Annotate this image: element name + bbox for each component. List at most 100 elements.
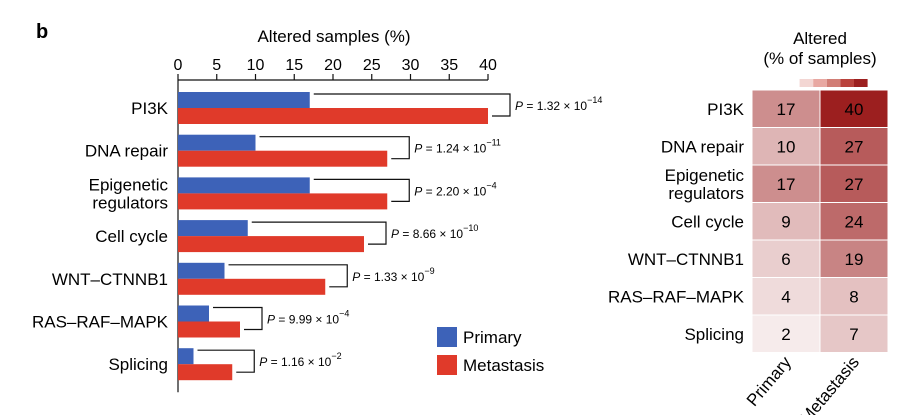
x-axis-ticks: 0 5 10 15 20 25 30 35 40: [174, 57, 497, 81]
heatmap-row-label: PI3K: [707, 100, 745, 119]
x-tick-label: 25: [363, 57, 381, 74]
scale-swatch: [786, 79, 800, 87]
heatmap-row-label: WNT–CTNNB1: [628, 250, 744, 269]
significance-bracket: [313, 178, 410, 202]
heatmap-cell: [819, 277, 889, 316]
heatmap-cell-value: 27: [845, 175, 864, 194]
heatmap-row-label: Epigenetic regulators: [665, 166, 745, 203]
heatmap-title-line: (% of samples): [763, 49, 876, 68]
heatmap-cell: [751, 127, 821, 166]
category-label: WNT–CTNNB1: [52, 270, 168, 289]
category-row: PI3K P = 1.32 × 10−14: [131, 92, 602, 124]
heatmap-cell: [819, 164, 889, 203]
legend: Primary Metastasis: [437, 327, 544, 375]
p-value-annotation: P = 1.16 × 10−2: [259, 351, 341, 369]
bar-primary: [178, 305, 209, 322]
bar-primary: [178, 177, 310, 194]
category-row: WNT–CTNNB1 P = 1.33 × 10−9: [52, 262, 435, 295]
heatmap: Altered(% of samples) PI3K 17 40 DNA repair…: [608, 29, 889, 415]
scale-swatch: [840, 79, 854, 87]
bar-primary: [178, 92, 310, 108]
heatmap-cell-value: 4: [781, 287, 790, 306]
category-row: Cell cycle P = 8.66 × 10−10: [95, 220, 478, 253]
x-tick-label: 35: [440, 57, 458, 74]
x-tick-label: 10: [247, 57, 265, 74]
heatmap-title: Altered(% of samples): [763, 29, 876, 68]
heatmap-row-label: Splicing: [684, 325, 744, 344]
significance-bracket: [313, 93, 511, 117]
heatmap-cell-value: 6: [781, 250, 790, 269]
bar-metastasis: [178, 193, 388, 210]
category-label: PI3K: [131, 99, 169, 118]
heatmap-cell-value: 17: [777, 100, 796, 119]
heatmap-cell-value: 24: [845, 212, 864, 231]
significance-bracket: [251, 221, 387, 245]
heatmap-cell: [819, 202, 889, 241]
heatmap-cell-value: 10: [777, 137, 796, 156]
p-value-annotation: P = 1.33 × 10−9: [352, 266, 434, 284]
heatmap-cell-value: 17: [777, 175, 796, 194]
category-label: Splicing: [108, 355, 168, 374]
bar-primary: [178, 348, 194, 365]
heatmap-cell: [751, 277, 821, 316]
heatmap-cell-value: 9: [781, 212, 790, 231]
bar-primary: [178, 220, 248, 237]
x-tick-label: 30: [402, 57, 420, 74]
x-tick-label: 0: [174, 57, 183, 74]
p-value-annotation: P = 1.32 × 10−14: [515, 95, 602, 113]
heatmap-column-label: Primary: [743, 352, 796, 409]
heatmap-cell-value: 19: [845, 250, 864, 269]
significance-bracket: [213, 306, 263, 331]
scale-swatch: [799, 79, 814, 87]
category-label: DNA repair: [85, 142, 168, 161]
category-row: DNA repair P = 1.24 × 10−11: [85, 134, 501, 167]
heatmap-cell-value: 7: [849, 325, 858, 344]
bar-rows: PI3K P = 1.32 × 10−14 DNA repair P = 1.24 ×…: [32, 80, 602, 393]
category-label: Cell cycle: [95, 227, 168, 246]
bar-chart: Altered samples (%) 0 5 10 15 20 25 30 35 40 PI3…: [32, 27, 602, 393]
heatmap-cell: [819, 89, 889, 128]
heatmap-row-label: RAS–RAF–MAPK: [608, 287, 745, 306]
heatmap-column-label: Metastasis: [796, 353, 863, 415]
legend-label: Primary: [463, 328, 522, 347]
heatmap-row-label: Cell cycle: [671, 212, 744, 231]
category-label: Epigenetic regulators: [89, 175, 169, 212]
heatmap-cell: [819, 314, 889, 353]
category-label: RAS–RAF–MAPK: [32, 313, 169, 332]
p-value-annotation: P = 8.66 × 10−10: [391, 223, 478, 241]
category-row: Splicing P = 1.16 × 10−2: [108, 348, 342, 381]
bar-metastasis: [178, 364, 233, 381]
bar-metastasis: [178, 321, 240, 338]
legend-swatch: [437, 355, 457, 375]
panel-label: b: [36, 21, 48, 43]
bar-primary: [178, 262, 225, 279]
p-value-annotation: P = 2.20 × 10−4: [414, 180, 496, 198]
legend-swatch: [437, 327, 457, 347]
heatmap-cell: [819, 127, 889, 166]
heatmap-cell-value: 2: [781, 325, 790, 344]
scale-swatch: [826, 79, 841, 87]
heatmap-cell-value: 40: [845, 100, 864, 119]
category-row: Epigenetic regulators P = 2.20 × 10−4: [89, 175, 497, 212]
bar-primary: [178, 134, 256, 151]
p-value-annotation: P = 9.99 × 10−4: [267, 309, 349, 327]
bar-metastasis: [178, 108, 488, 124]
x-tick-label: 5: [212, 57, 221, 74]
heatmap-row-label: DNA repair: [661, 137, 744, 156]
significance-bracket: [259, 136, 410, 160]
x-tick-label: 15: [285, 57, 303, 74]
bar-metastasis: [178, 236, 364, 253]
p-value-annotation: P = 1.24 × 10−11: [414, 138, 501, 156]
significance-bracket: [197, 349, 255, 373]
heatmap-cell-value: 8: [849, 287, 858, 306]
heatmap-cell-value: 27: [845, 137, 864, 156]
heatmap-color-scale: [786, 79, 868, 87]
x-axis-label: Altered samples (%): [257, 27, 410, 46]
heatmap-column-labels: Primary Metastasis: [743, 352, 863, 415]
heatmap-cell: [751, 239, 821, 278]
scale-swatch: [813, 79, 827, 87]
bar-metastasis: [178, 278, 326, 295]
x-tick-label: 20: [324, 57, 342, 74]
